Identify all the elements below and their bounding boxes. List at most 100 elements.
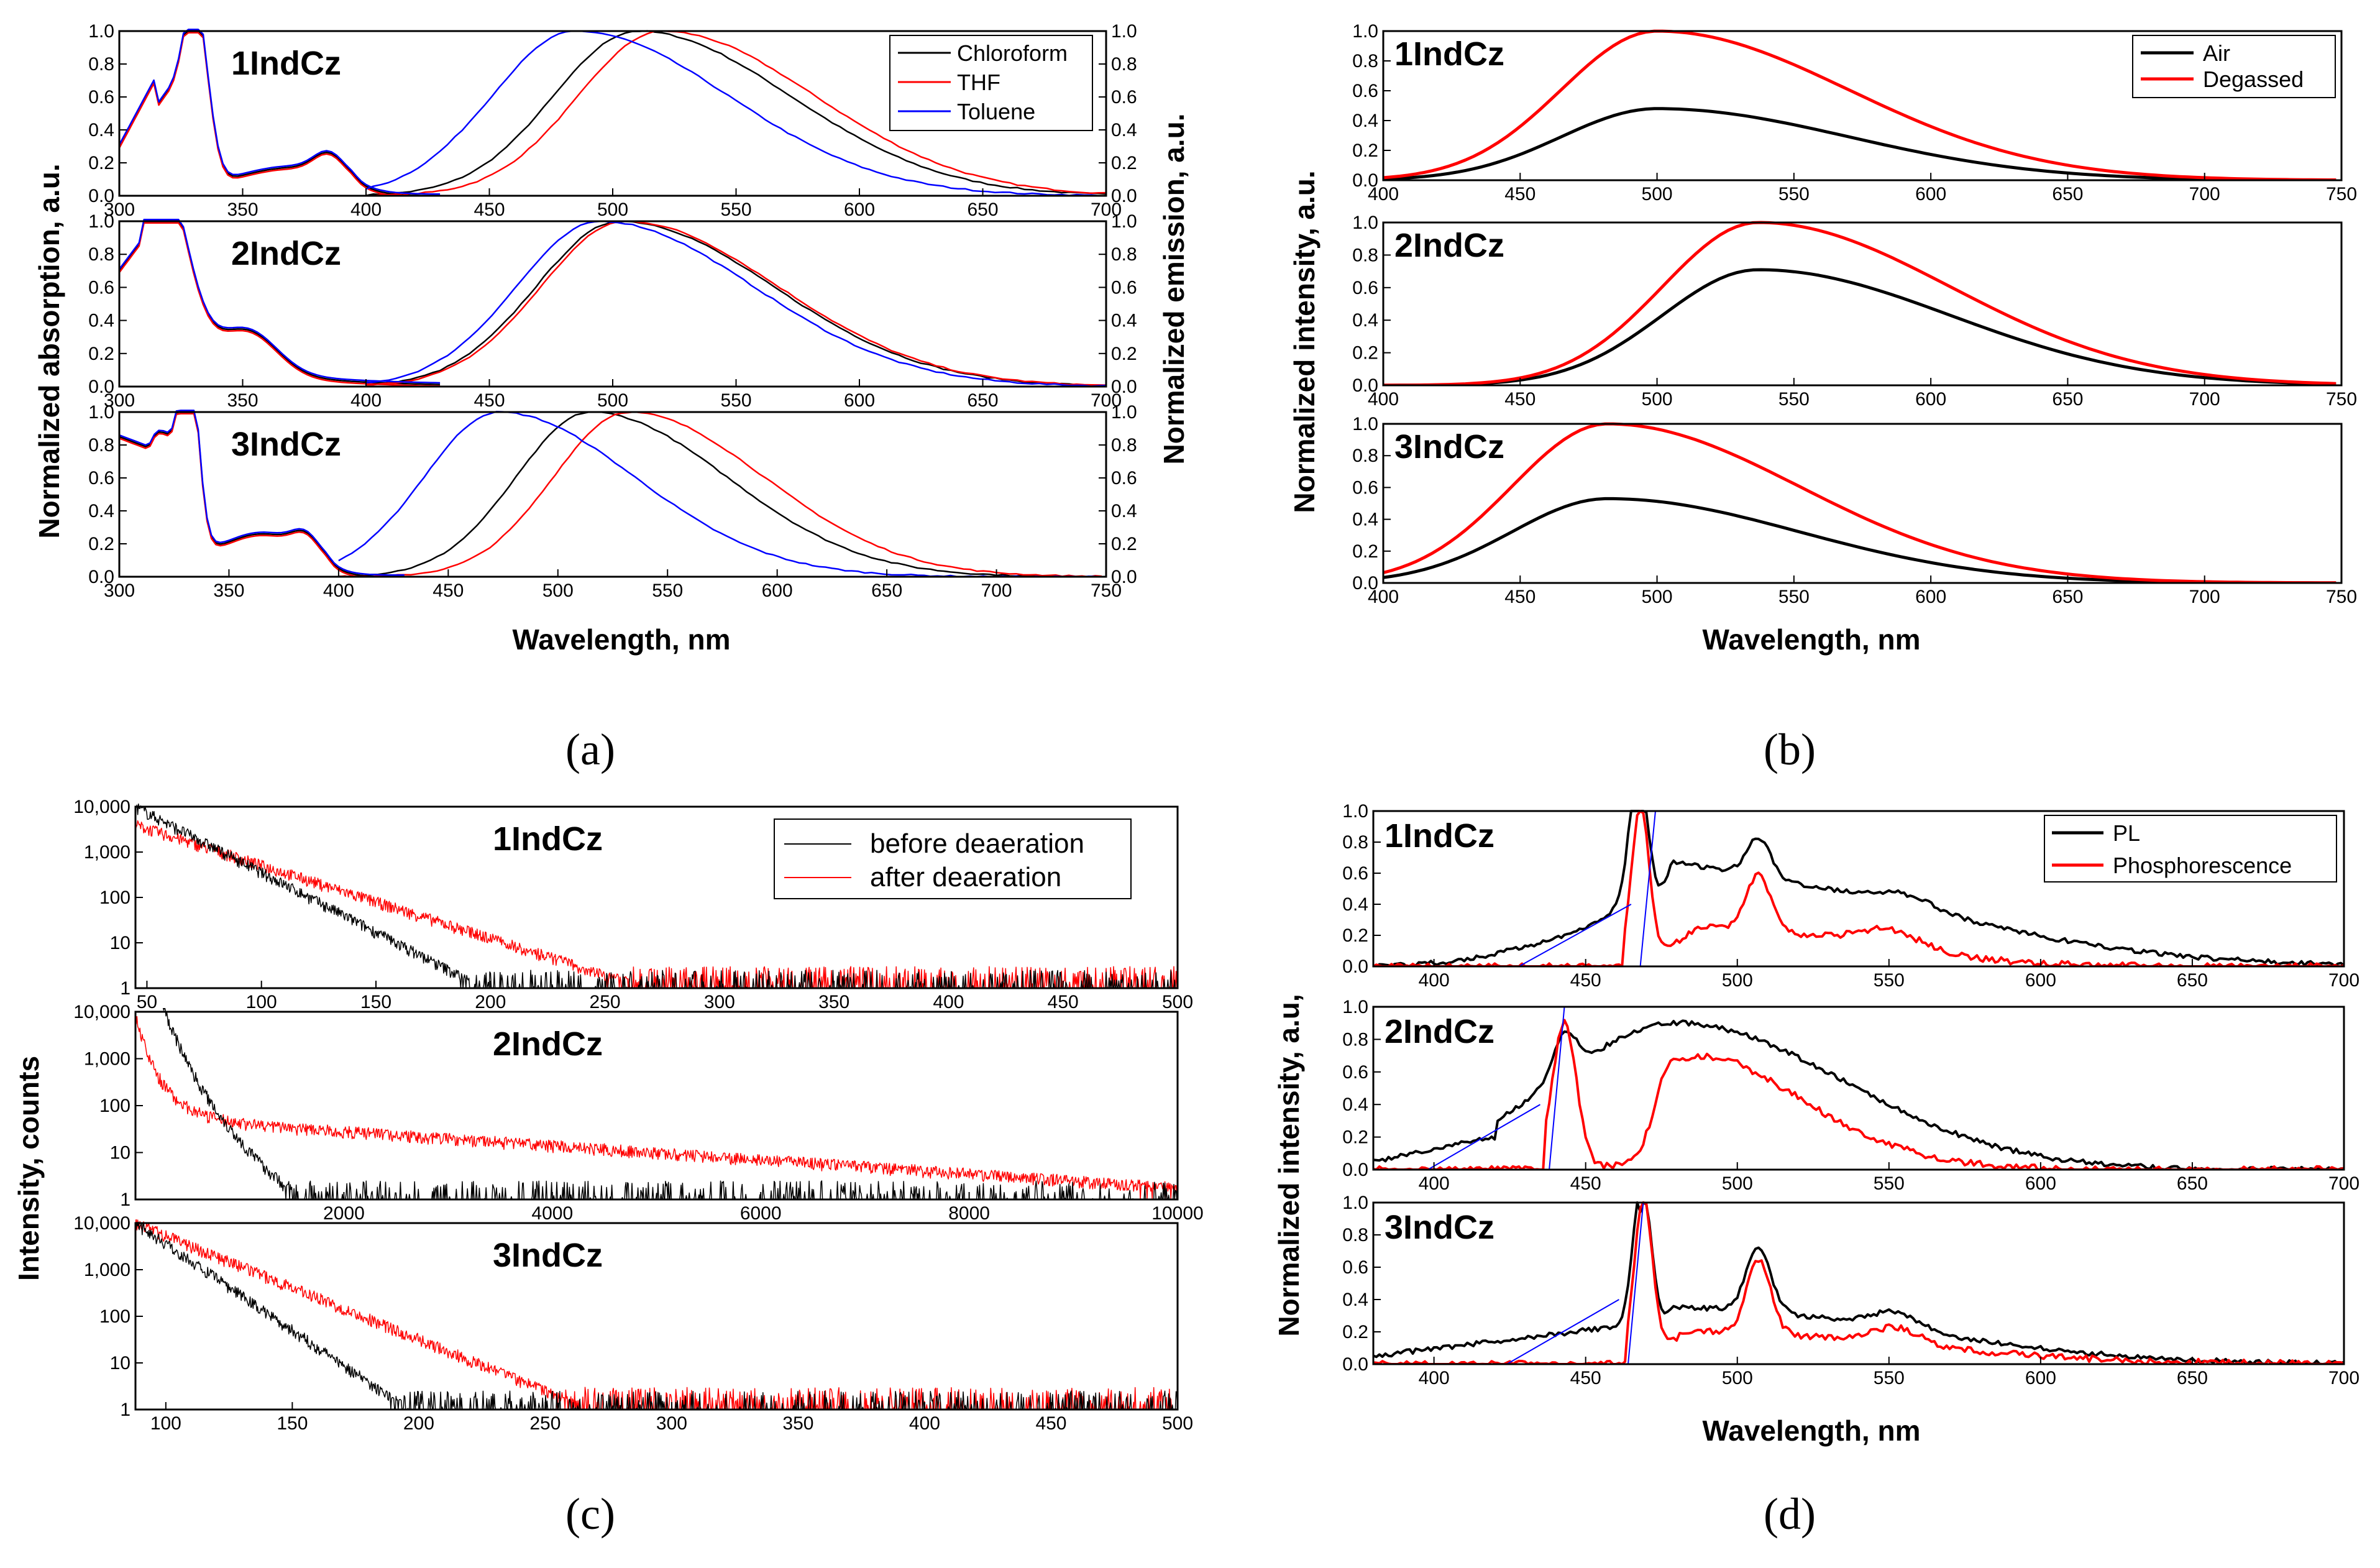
y-tick-label: 1.0 [1352, 21, 1378, 42]
y-right-tick-label: 0.4 [1111, 120, 1137, 140]
b-degassed-curve [1383, 29, 2337, 180]
d-pl-onset-line [1518, 904, 1632, 966]
x-tick-label: 550 [1778, 389, 1810, 410]
y-tick-label: 1.0 [88, 211, 114, 232]
a-legend-toluene: Toluene [957, 99, 1035, 124]
y-tick-label: 1,000 [84, 842, 130, 863]
b-air-curve [1383, 497, 2337, 583]
y-tick-label: 0.4 [88, 311, 114, 331]
x-tick-label: 400 [933, 992, 964, 1012]
d-onset-line [1627, 1202, 1644, 1364]
x-tick-label: 500 [1642, 184, 1673, 204]
y-tick-label: 0.2 [1342, 925, 1368, 946]
c-after-curve [135, 820, 1178, 988]
panel-name: 2IndCz [231, 235, 341, 272]
y-right-tick-label: 1.0 [1111, 21, 1137, 42]
x-tick-label: 100 [246, 992, 277, 1012]
y-tick-label: 0.8 [1342, 832, 1368, 853]
y-tick-label: 0.8 [88, 244, 114, 265]
c-panel-2: 2000 4000 6000 8000 10000 1 10 100 1,000 10,000 2I… [73, 1002, 1203, 1224]
y-right-tick-label: 0.8 [1111, 435, 1137, 456]
x-tick-label: 400 [1368, 587, 1399, 607]
x-tick-label: 500 [597, 199, 628, 220]
x-tick-label: 700 [981, 580, 1012, 601]
x-tick-label: 700 [2189, 587, 2220, 607]
a-panel-frame [118, 411, 1107, 578]
x-tick-label: 650 [967, 390, 998, 411]
y-tick-label: 100 [99, 1306, 130, 1327]
y-tick-label: 1.0 [88, 402, 114, 423]
x-tick-label: 500 [1722, 1173, 1753, 1194]
x-tick-label: 450 [1570, 1173, 1601, 1194]
y-tick-label: 1 [120, 1190, 130, 1210]
x-tick-label: 150 [277, 1413, 308, 1434]
y-right-tick-label: 0.0 [1111, 377, 1137, 397]
y-tick-label: 100 [99, 887, 130, 908]
figure-d: 400 450 500 550 600 650 700 0.0 0.2 0.4 0.6 0.8 1.0 1… [1273, 801, 2359, 1539]
y-tick-label: 1.0 [1352, 414, 1378, 434]
y-right-tick-label: 0.8 [1111, 54, 1137, 75]
y-tick-label: 0.4 [1352, 111, 1378, 131]
x-tick-label: 400 [909, 1413, 940, 1434]
panel-name: 3IndCz [1385, 1209, 1494, 1246]
x-tick-label: 500 [542, 580, 574, 601]
y-tick-label: 1 [120, 978, 130, 999]
c-panel-1: 50 100 150 200 250 300 350 400 450 500 1 10 100 1,000… [73, 797, 1193, 1012]
x-tick-label: 450 [474, 390, 505, 411]
x-tick-label: 400 [1368, 184, 1399, 204]
d-pl-curve [1373, 1019, 2344, 1170]
y-tick-label: 0.2 [88, 344, 114, 364]
x-tick-label: 300 [656, 1413, 687, 1434]
y-right-tick-label: 0.6 [1111, 468, 1137, 488]
y-tick-label: 0.4 [88, 501, 114, 521]
panel-name: 1IndCz [1394, 35, 1504, 73]
y-tick-label: 0.2 [1342, 1127, 1368, 1148]
b-panel-frame [1382, 423, 2343, 584]
y-tick-label: 0.6 [1342, 863, 1368, 884]
y-tick-label: 0.0 [1352, 170, 1378, 191]
a-ylabel-left: Normalized absorption, a.u. [33, 163, 65, 538]
b-air-curve [1383, 268, 2337, 385]
x-tick-label: 400 [323, 580, 354, 601]
y-tick-label: 10,000 [73, 797, 130, 817]
y-tick-label: 0.8 [1342, 1029, 1368, 1050]
x-tick-label: 400 [1419, 970, 1450, 991]
c-legend-after: after deaeration [870, 862, 1061, 892]
y-tick-label: 0.4 [1342, 894, 1368, 915]
y-tick-label: 0.0 [88, 186, 114, 206]
x-tick-label: 750 [2326, 587, 2357, 607]
x-tick-label: 300 [104, 199, 135, 220]
x-tick-label: 450 [1048, 992, 1079, 1012]
d-panel-frame [1372, 1201, 2345, 1365]
x-tick-label: 650 [2052, 389, 2083, 410]
x-tick-label: 500 [1642, 587, 1673, 607]
x-tick-label: 500 [1162, 1413, 1193, 1434]
a-em-chloroform [365, 220, 1106, 387]
y-tick-label: 0.2 [1352, 343, 1378, 364]
y-tick-label: 0.2 [1342, 1322, 1368, 1342]
d-onset-line [1549, 1006, 1565, 1170]
a-abs-chloroform [119, 411, 405, 577]
fig-label-b: (b) [1764, 725, 1816, 774]
b-series-group [1383, 221, 2337, 385]
a-em-toluene [365, 30, 1106, 196]
y-right-tick-label: 0.2 [1111, 534, 1137, 554]
x-tick-label: 450 [474, 199, 505, 220]
b-panel-frame [1382, 30, 2343, 181]
d-panel-frame [1372, 810, 2345, 968]
a-em-toluene [365, 220, 1106, 387]
x-tick-label: 750 [2326, 389, 2357, 410]
y-tick-label: 10 [110, 1143, 130, 1163]
y-tick-label: 0.4 [1342, 1094, 1368, 1115]
a-em-toluene [338, 410, 1102, 577]
y-right-tick-label: 0.0 [1111, 186, 1137, 206]
d-legend-pl: PL [2113, 820, 2140, 846]
y-tick-label: 10 [110, 1353, 130, 1373]
x-tick-label: 600 [2025, 1173, 2056, 1194]
x-tick-label: 500 [1722, 970, 1753, 991]
y-right-tick-label: 1.0 [1111, 402, 1137, 423]
panel-name: 3IndCz [231, 426, 341, 463]
